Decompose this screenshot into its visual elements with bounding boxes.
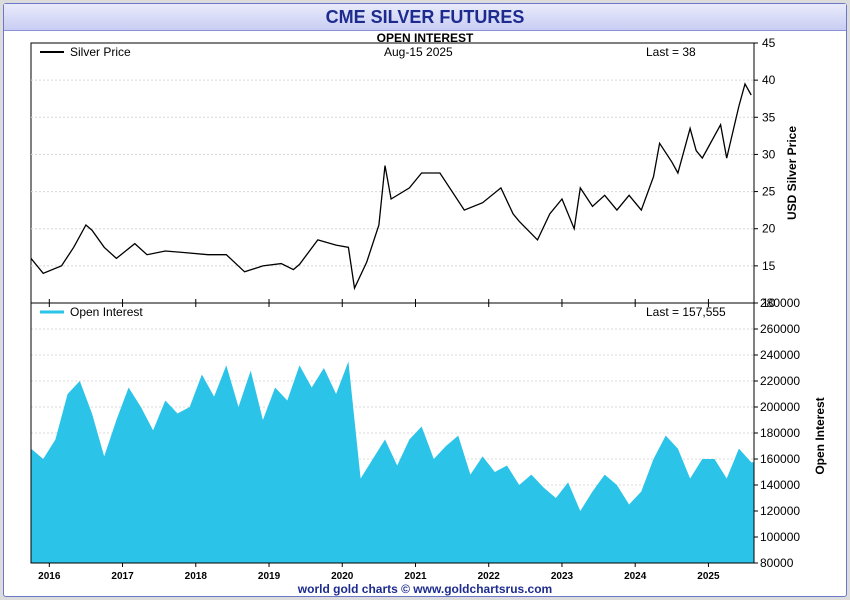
oi-tick-label: 200000 [760,400,800,414]
price-tick-label: 10 [762,296,776,310]
price-tick-label: 15 [762,259,776,273]
x-tick-label: 2019 [258,571,281,582]
price-tick-label: 40 [762,73,776,87]
oi-y-axis-label: Open Interest [813,397,827,474]
price-series-line [30,82,752,291]
price-y-axis-label: USD Silver Price [785,126,799,220]
oi-panel: 80000 100000 120000 140000 160000 180000 20000… [30,296,827,570]
x-tick-label: 2021 [404,571,427,582]
header-band [4,4,846,31]
price-panel: 10 15 20 25 30 35 40 45 Silver Price Aug-15 202… [30,36,799,310]
x-tick-label: 2018 [185,571,208,582]
x-axis: 2016 2017 2018 2019 2020 2021 2022 2023 2024 2025 [38,299,720,582]
footer-credit: world gold charts © www.goldchartsrus.co… [297,582,553,596]
oi-series-area [31,361,754,563]
oi-tick-label: 260000 [760,322,800,336]
price-plot-area [30,42,755,304]
oi-tick-label: 220000 [760,374,800,388]
price-y-axis: 10 15 20 25 30 35 40 45 [754,36,776,310]
oi-y-axis: 80000 100000 120000 140000 160000 180000 20000… [754,296,800,570]
x-tick-label: 2016 [38,571,61,582]
price-last-label: Last = 38 [646,45,696,59]
x-tick-label: 2022 [478,571,501,582]
price-legend-label: Silver Price [70,45,131,59]
price-date-label: Aug-15 2025 [384,45,453,59]
chart-frame: CME SILVER FUTURES OPEN INTEREST 10 15 20 2… [3,3,847,597]
chart-subtitle: OPEN INTEREST [376,31,474,45]
price-tick-label: 30 [762,147,776,161]
x-tick-label: 2017 [111,571,134,582]
oi-legend-label: Open Interest [70,305,143,319]
price-tick-label: 45 [762,36,776,50]
oi-last-label: Last = 157,555 [646,305,726,319]
price-grid [31,79,754,267]
x-tick-label: 2025 [697,571,720,582]
oi-tick-label: 140000 [760,478,800,492]
oi-tick-label: 180000 [760,426,800,440]
oi-tick-label: 80000 [760,556,794,570]
x-tick-label: 2024 [624,571,647,582]
chart-title: CME SILVER FUTURES [325,7,525,27]
price-tick-label: 35 [762,110,776,124]
price-tick-label: 20 [762,222,776,236]
oi-tick-label: 120000 [760,504,800,518]
price-tick-label: 25 [762,185,776,199]
x-tick-label: 2020 [331,571,354,582]
oi-tick-label: 240000 [760,348,800,362]
oi-tick-label: 100000 [760,530,800,544]
oi-tick-label: 280000 [760,296,800,310]
x-tick-label: 2023 [551,571,574,582]
oi-tick-label: 160000 [760,452,800,466]
